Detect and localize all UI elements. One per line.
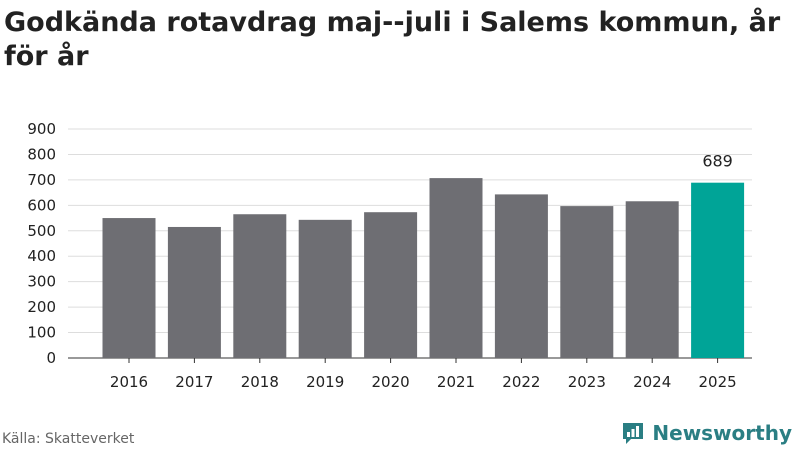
y-tick-label: 600	[27, 196, 56, 214]
x-tick-label: 2023	[568, 373, 606, 391]
x-tick-label: 2019	[306, 373, 344, 391]
y-axis-ticks: 0 100 200 300 400 500 600 700 800 900	[27, 120, 56, 367]
y-tick-label: 300	[27, 273, 56, 291]
brand-name: Newsworthy	[652, 421, 792, 445]
bar	[625, 201, 679, 358]
y-tick-label: 0	[46, 349, 56, 367]
x-tick-label: 2021	[437, 373, 475, 391]
x-tick-label: 2020	[372, 373, 410, 391]
data-label: 689	[702, 152, 733, 171]
y-tick-label: 900	[27, 120, 56, 138]
bars	[102, 178, 745, 358]
newsworthy-logo-icon	[623, 423, 644, 444]
y-tick-label: 700	[27, 171, 56, 189]
y-tick-label: 200	[27, 298, 56, 316]
bar	[102, 218, 156, 358]
x-tick-label: 2017	[175, 373, 213, 391]
bar	[560, 206, 614, 358]
x-axis-ticks: 2016 2017 2018 2019 2020 2021 2022 2023 2024 2025	[110, 358, 737, 391]
bar	[364, 212, 418, 358]
y-tick-label: 400	[27, 247, 56, 265]
y-tick-label: 500	[27, 222, 56, 240]
bar	[167, 226, 221, 358]
y-tick-label: 800	[27, 145, 56, 163]
x-tick-label: 2024	[633, 373, 671, 391]
bar	[494, 194, 548, 358]
y-tick-label: 100	[27, 324, 56, 342]
x-tick-label: 2018	[241, 373, 279, 391]
x-tick-label: 2022	[502, 373, 540, 391]
bar	[233, 214, 287, 358]
bar-highlight	[691, 182, 745, 358]
source-note: Källa: Skatteverket	[2, 431, 135, 447]
bar	[298, 219, 352, 358]
data-labels: 689	[702, 152, 733, 171]
bar	[429, 178, 483, 358]
brand: Newsworthy	[620, 420, 792, 446]
x-tick-label: 2025	[699, 373, 737, 391]
chart-title: Godkända rotavdrag maj--juli i Salems ko…	[4, 7, 781, 72]
x-tick-label: 2016	[110, 373, 148, 391]
